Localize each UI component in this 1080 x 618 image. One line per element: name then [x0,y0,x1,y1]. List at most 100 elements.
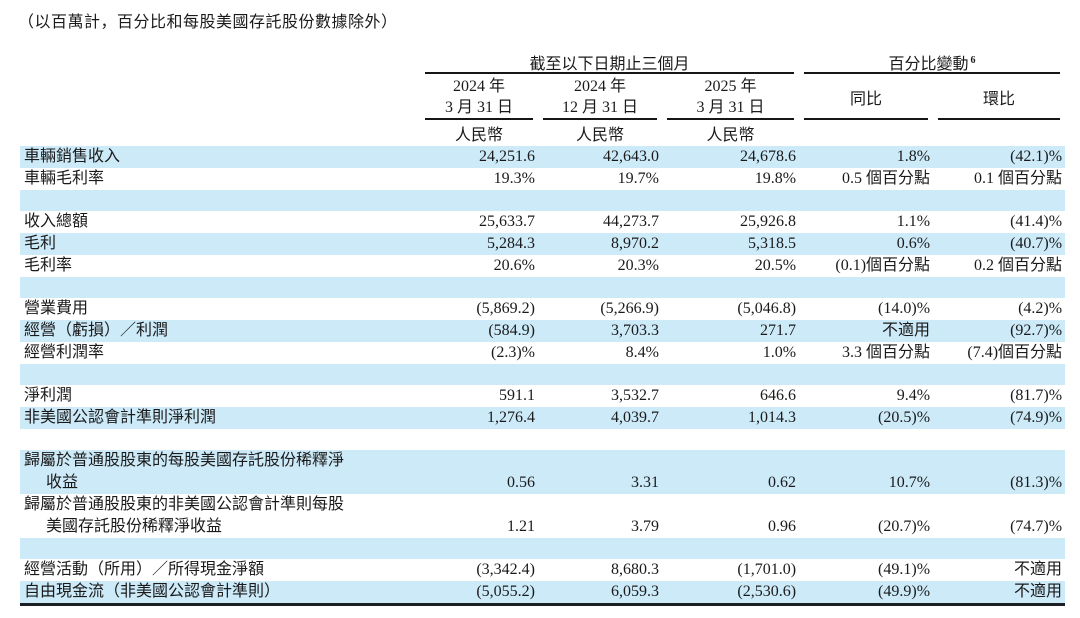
row-label-line: 毛利 [24,235,57,252]
row-label: 車輛銷售收入 [20,146,420,168]
row-label-line: 經營利潤率 [24,344,105,361]
footnote-marker: 6 [970,54,976,66]
table-header: 截至以下日期止三個月 百分比變動 6 2024 年 3 月 31 日 2024 年 [20,44,1065,146]
cell-value: (3,342.4) [476,561,535,578]
row-label: 經營利潤率 [20,342,420,364]
cell-value: 20.3% [617,257,659,274]
cell-value: 不適用 [1014,583,1063,600]
date-line2: 12 月 31 日 [561,99,638,116]
cell-value: 19.7% [617,170,659,187]
cell-value: 0.6% [896,235,931,252]
header-spacer-cell [933,120,1065,146]
cell-value: 1.21 [507,518,535,535]
column-header-qoq: 環比 [933,74,1065,120]
group-header-percent-change: 百分比變動 6 [799,44,1065,74]
row-label-line: 經營（虧損）／利潤 [24,322,169,339]
row-label-line: 歸屬於普通股股東的非美國公認會計準則每股 [24,496,345,513]
row-label: 收入總額 [20,211,420,233]
cell-value: (49.1)% [878,561,931,578]
cell-value: 6,059.3 [611,583,659,600]
row-label-line: 車輛毛利率 [24,170,105,187]
table-row: 毛利率 20.6% 20.3% 20.5% (0.1)個百分點 0.2 個百分點 [20,255,1066,277]
cell-value: 591.1 [499,387,535,404]
header-spacer-cell [20,44,420,74]
spacer-cell [20,190,1065,211]
date-line2: 3 月 31 日 [696,99,765,116]
group-header-row: 截至以下日期止三個月 百分比變動 6 [20,44,1065,74]
cell-value: (92.7)% [1010,322,1063,339]
date-line1: 2025 年 [704,78,757,95]
spacer-cell [20,364,1065,385]
row-label-line: 歸屬於普通股股東的每股美國存託股份稀釋淨 [24,452,345,469]
cell-value: 3.31 [631,474,659,491]
currency-label: 人民幣 [706,127,755,144]
cell-value: (5,055.2) [476,583,535,600]
spacer-cell [20,538,1065,559]
cell-value: 不適用 [882,322,931,339]
row-label-line: 淨利潤 [24,387,73,404]
row-label: 毛利率 [20,255,420,277]
cell-value: 19.3% [493,170,535,187]
cell-value: (42.1)% [1010,148,1063,165]
row-label: 淨利潤 [20,385,420,407]
financial-table: 截至以下日期止三個月 百分比變動 6 2024 年 3 月 31 日 2024 年 [20,44,1066,606]
row-label: 歸屬於普通股股東的每股美國存託股份稀釋淨收益 [20,450,420,494]
header-underline [425,118,533,120]
cell-value: 3,703.3 [611,322,659,339]
table-row: 毛利 5,284.3 8,970.2 5,318.5 0.6% (40.7)% [20,233,1066,255]
column-header-2024-03-31: 2024 年 3 月 31 日 [420,74,538,120]
date-line1: 2024 年 [452,78,505,95]
cell-value: 646.6 [760,387,797,404]
cell-value: 1.0% [762,344,797,361]
table-row: 車輛毛利率 19.3% 19.7% 19.8% 0.5 個百分點 0.1 個百分點 [20,168,1066,190]
cell-value: 1,276.4 [487,409,535,426]
qoq-label: 環比 [983,91,1016,108]
cell-value: 9.4% [896,387,931,404]
cell-value: (74.9)% [1010,409,1063,426]
spacer-row [20,277,1066,298]
cell-value: (0.1)個百分點 [835,257,931,274]
cell-value: 25,633.7 [479,213,535,230]
spacer-row [20,190,1066,211]
header-underline [667,118,795,120]
header-underline [804,118,929,120]
row-label-line: 美國存託股份稀釋淨收益 [46,518,223,535]
date-line1: 2024 年 [573,78,626,95]
table-row: 經營（虧損）／利潤 (584.9) 3,703.3 271.7 不適用 (92.7)% [20,320,1066,342]
spacer-row [20,429,1066,450]
cell-value: (20.5)% [878,409,931,426]
cell-value: 0.62 [768,474,797,491]
cell-value: 3,532.7 [611,387,659,404]
table-row: 歸屬於普通股股東的每股美國存託股份稀釋淨 收益 0.56 3.31 0.62 10.7% (… [20,450,1066,494]
cell-value: 10.7% [888,474,931,491]
table-body: 車輛銷售收入 24,251.6 42,643.0 24,678.6 1.8% (42.1)… [20,146,1066,605]
cell-value: (40.7)% [1010,235,1063,252]
table-row: 非美國公認會計準則淨利潤 1,276.4 4,039.7 1,014.3 (20.5)%… [20,407,1066,429]
cell-value: (81.7)% [1010,387,1063,404]
header-spacer-cell [20,120,420,146]
header-underline [938,118,1061,120]
cell-value: 8,680.3 [611,561,659,578]
column-header-2024-12-31: 2024 年 12 月 31 日 [538,74,662,120]
column-header-yoy: 同比 [799,74,933,120]
cell-value: (41.4)% [1010,213,1063,230]
cell-value: 1.8% [896,148,931,165]
row-label: 車輛毛利率 [20,168,420,190]
spacer-cell [20,277,1065,298]
cell-value: 1.1% [896,213,931,230]
cell-value: 4,039.7 [611,409,659,426]
spacer-row [20,538,1066,559]
cell-value: 24,678.6 [740,148,797,165]
row-label-line: 非美國公認會計準則淨利潤 [24,409,217,426]
table-row: 淨利潤 591.1 3,532.7 646.6 9.4% (81.7)% [20,385,1066,407]
cell-value: 0.5 個百分點 [842,170,931,187]
column-header-2025-03-31: 2025 年 3 月 31 日 [662,74,799,120]
date-line2: 3 月 31 日 [444,99,513,116]
cell-value: 5,318.5 [748,235,797,252]
cell-value: 20.5% [754,257,797,274]
row-label-line: 收益 [46,474,79,491]
group-header-label: 百分比變動 [888,56,969,73]
row-label: 自由現金流（非美國公認會計準則） [20,581,420,605]
cell-value: 42,643.0 [603,148,659,165]
